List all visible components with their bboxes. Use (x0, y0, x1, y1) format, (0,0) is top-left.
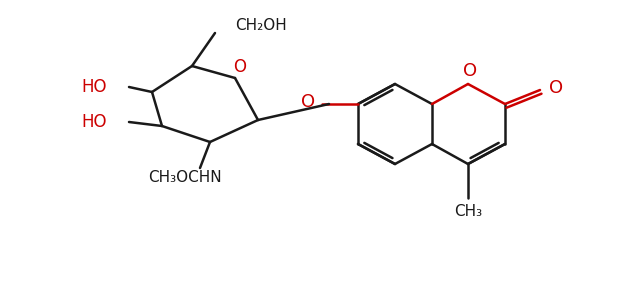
Text: O: O (463, 62, 477, 80)
Text: O: O (234, 58, 246, 76)
Text: CH₃OCHN: CH₃OCHN (148, 170, 222, 185)
Text: CH₃: CH₃ (454, 205, 482, 220)
Text: CH₂OH: CH₂OH (235, 17, 287, 32)
Text: HO: HO (81, 113, 107, 131)
Text: O: O (549, 79, 563, 97)
Text: O: O (301, 93, 315, 111)
Text: HO: HO (81, 78, 107, 96)
